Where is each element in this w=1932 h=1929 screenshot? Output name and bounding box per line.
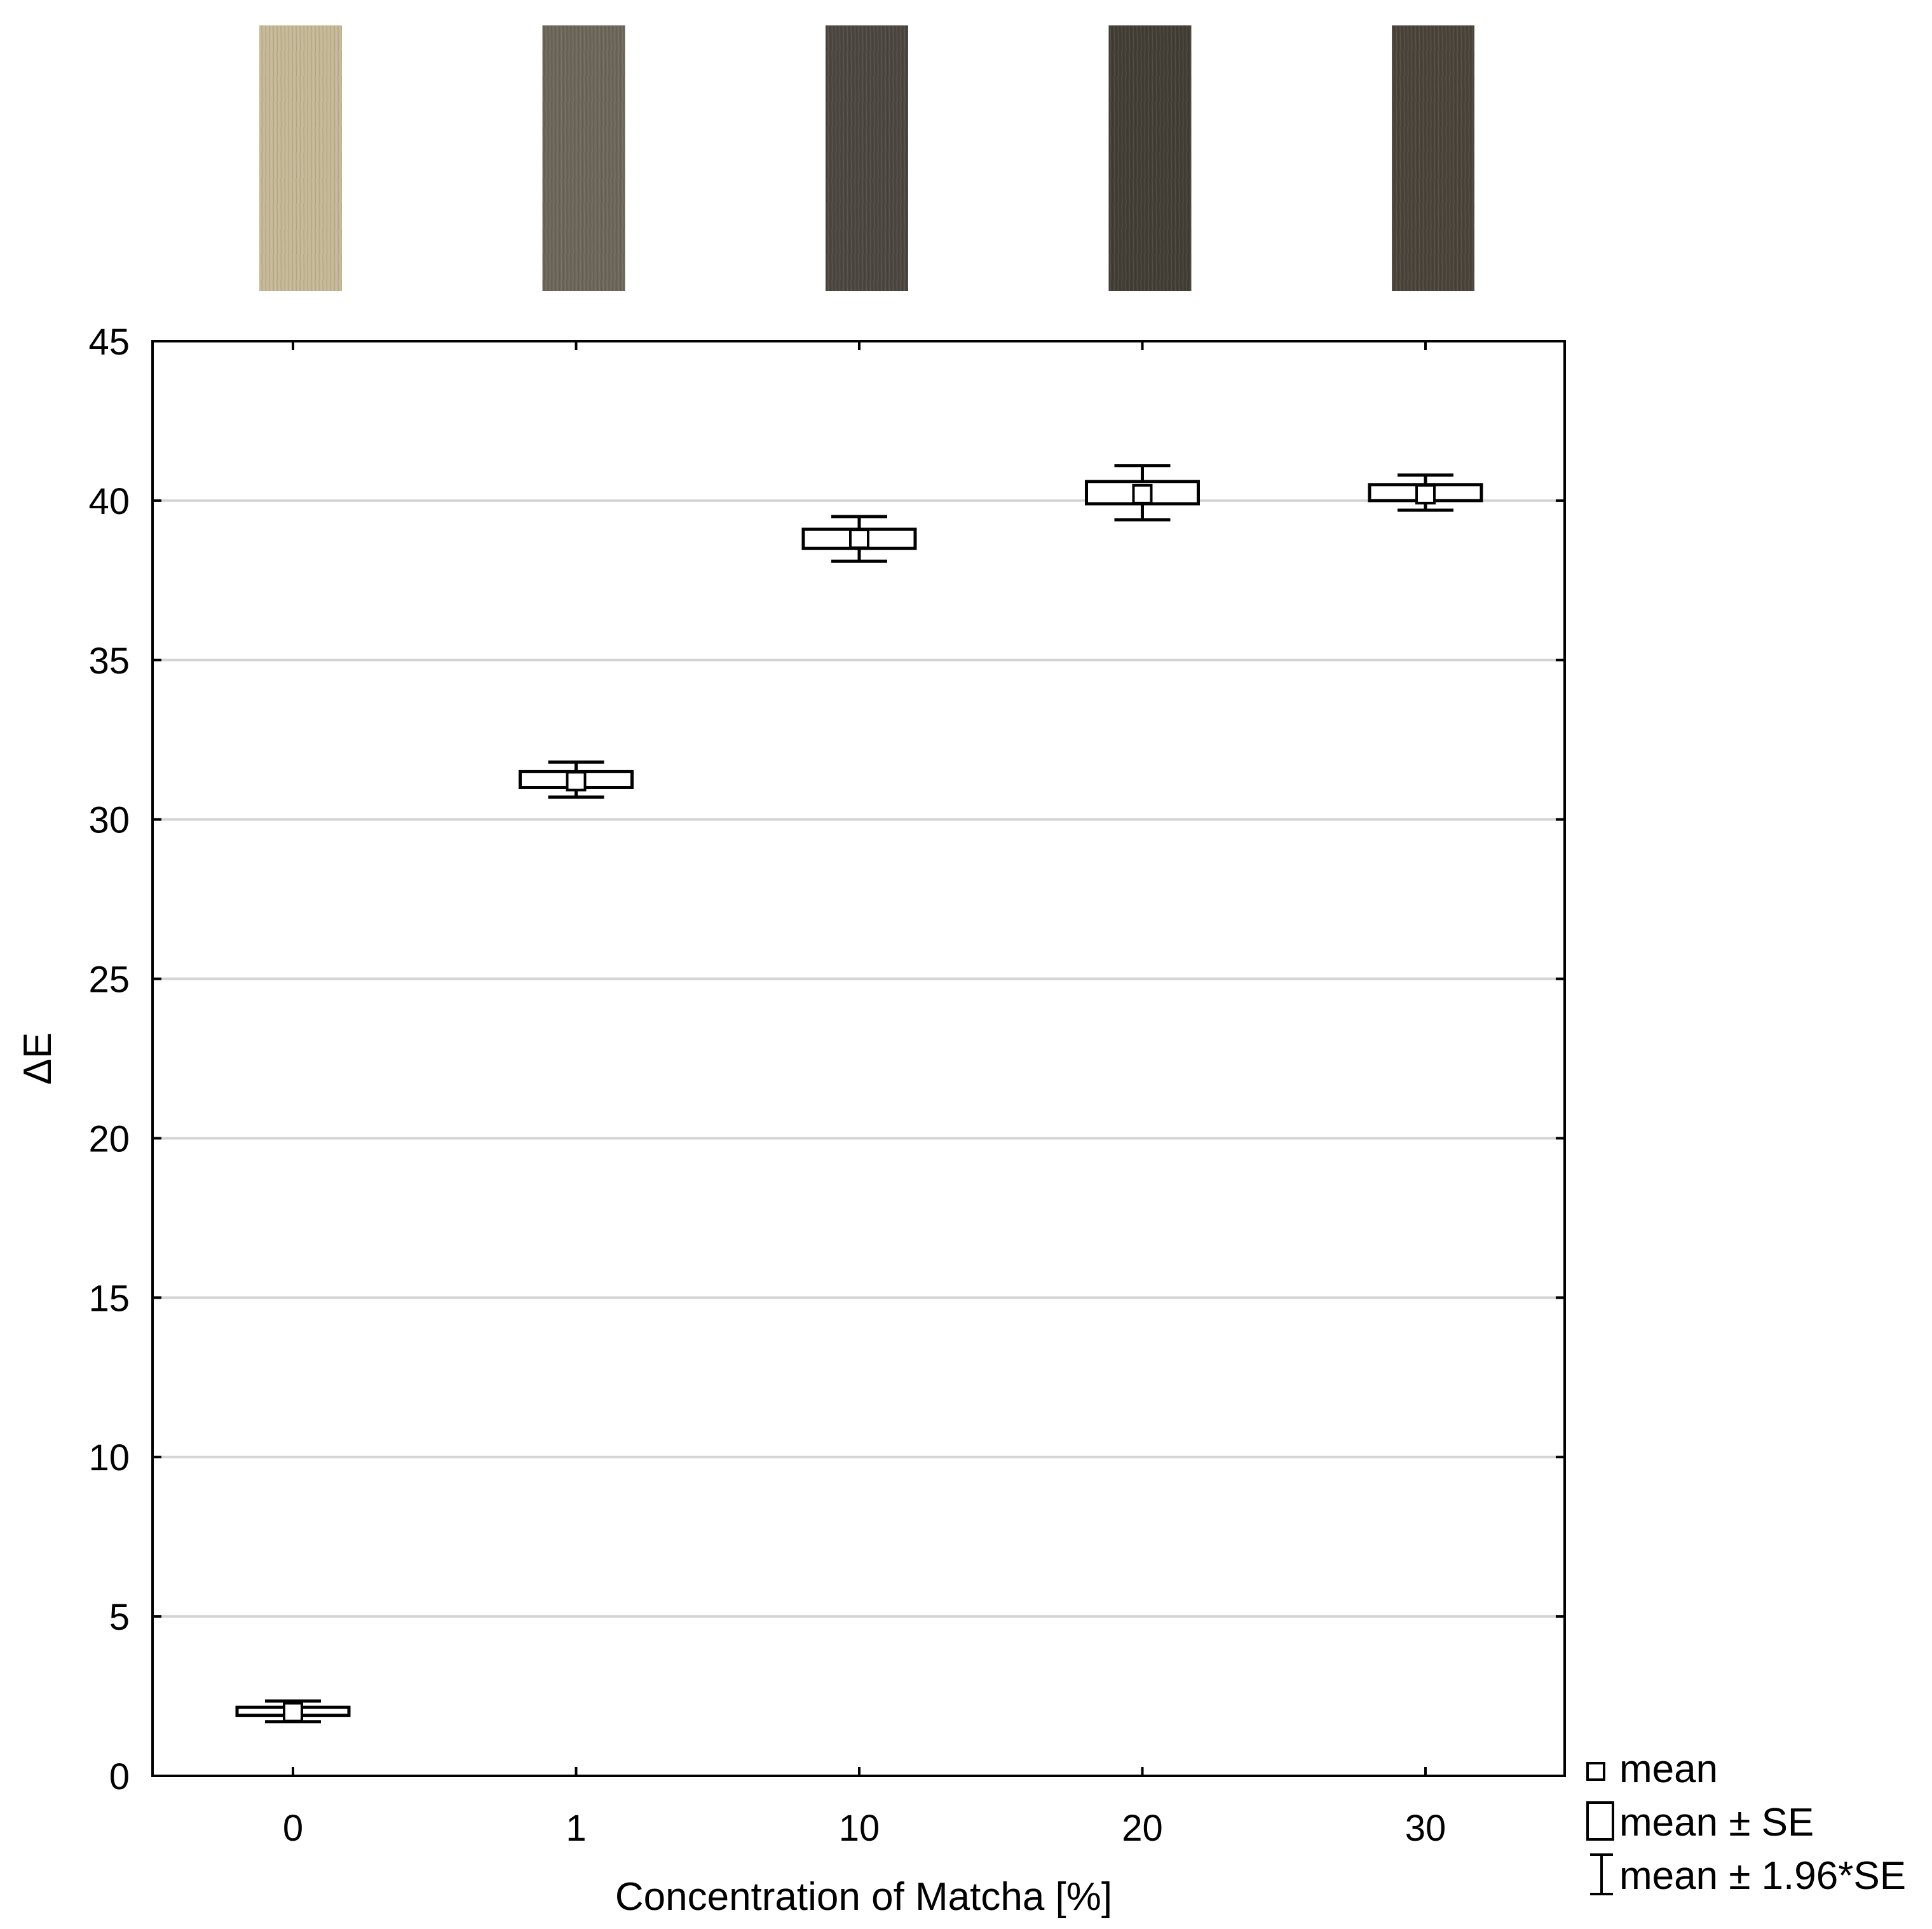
box-10 — [801, 515, 917, 563]
hair-swatch-texture — [1392, 25, 1474, 291]
gridlines — [153, 499, 1565, 1618]
x-tick-label: 30 — [1405, 1808, 1446, 1849]
hair-swatch-texture — [259, 25, 342, 291]
x-tick-label: 10 — [839, 1808, 880, 1849]
y-tick-label: 25 — [88, 959, 130, 1001]
mean-marker — [1132, 484, 1153, 504]
y-tick-label: 30 — [88, 800, 130, 841]
hair-swatches — [259, 25, 1474, 291]
x-axis: 0 1 10 20 30 — [283, 341, 1446, 1849]
y-tick-label: 35 — [88, 640, 130, 682]
y-tick-label: 5 — [109, 1597, 130, 1638]
x-tick-label: 0 — [283, 1808, 303, 1849]
y-tick-label: 0 — [109, 1756, 130, 1797]
box-1 — [519, 760, 634, 799]
legend-label: mean ± 1.96*SE — [1619, 1854, 1906, 1898]
hair-swatch-texture — [1108, 25, 1192, 291]
y-tick-label: 40 — [88, 481, 130, 522]
data-marks — [235, 464, 1483, 1724]
y-tick-label: 10 — [88, 1437, 130, 1479]
y-axis: 0 5 10 15 20 25 30 35 40 45 — [88, 322, 1565, 1797]
box-30 — [1368, 473, 1483, 512]
hair-swatch-texture — [542, 25, 625, 291]
y-tick-label: 15 — [88, 1278, 130, 1319]
y-tick-label: 20 — [88, 1118, 130, 1160]
mean-marker — [1415, 484, 1436, 504]
y-tick-label: 45 — [88, 322, 130, 363]
legend-small-square-icon — [1586, 1762, 1605, 1781]
x-axis-label: Concentration of Matcha [%] — [615, 1875, 1112, 1919]
legend-box-icon — [1586, 1801, 1614, 1841]
mean-marker — [283, 1702, 303, 1723]
hair-swatch-texture — [826, 25, 908, 291]
x-tick-label: 20 — [1122, 1808, 1163, 1849]
box-20 — [1085, 464, 1200, 522]
legend-label: mean — [1619, 1747, 1718, 1791]
x-tick-label: 1 — [566, 1808, 586, 1849]
legend-label: mean ± SE — [1619, 1801, 1814, 1844]
box-0 — [235, 1699, 351, 1724]
y-axis-label: ΔE — [16, 1032, 60, 1085]
mean-marker — [849, 529, 869, 550]
mean-marker — [566, 771, 587, 792]
legend: mean mean ± SE mean ± 1.96*SE — [1586, 1747, 1906, 1898]
